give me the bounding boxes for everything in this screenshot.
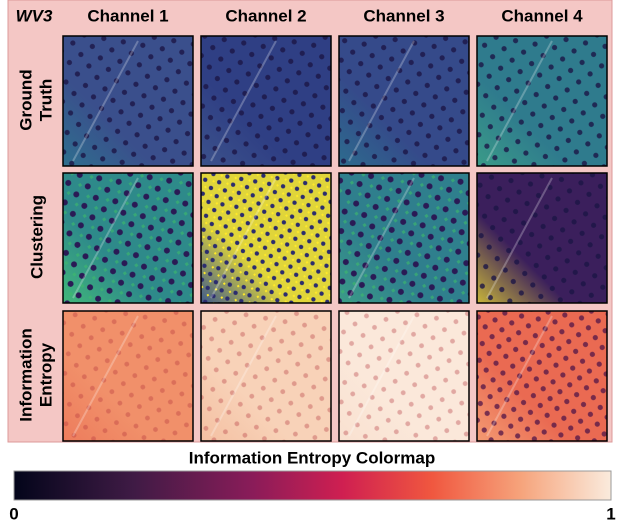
image-road [72, 315, 139, 437]
column-label: Channel 2 [225, 6, 306, 25]
image-texture [339, 36, 469, 166]
image-border [476, 310, 608, 442]
image-texture [63, 36, 193, 166]
column-label: Channel 4 [501, 6, 583, 25]
image-border [200, 310, 332, 442]
image-texture [477, 173, 607, 303]
row-label: Truth [36, 79, 55, 122]
row-label: Entropy [36, 342, 55, 407]
image-road [210, 177, 277, 299]
image-border [62, 172, 194, 304]
image-texture [201, 36, 331, 166]
image-road [210, 40, 277, 162]
image-texture [201, 173, 331, 303]
image-road [486, 40, 553, 162]
image-texture [339, 311, 469, 441]
image-road [348, 315, 415, 437]
image-border [338, 35, 470, 167]
row-label: Ground [16, 69, 35, 130]
image-texture [201, 311, 331, 441]
colorbar-title: Information Entropy Colormap [189, 448, 436, 467]
row-label: Information [16, 328, 35, 422]
image-road [210, 315, 277, 437]
image-texture [477, 36, 607, 166]
image-border [62, 35, 194, 167]
image-border [338, 172, 470, 304]
image-road [72, 177, 139, 299]
image-border [200, 35, 332, 167]
image-texture [63, 173, 193, 303]
colorbar [13, 470, 612, 501]
image-road [348, 40, 415, 162]
colorbar-tick: 1 [606, 504, 615, 523]
row-label: Clustering [27, 195, 46, 279]
corner-label: WV3 [16, 6, 53, 25]
image-border [338, 310, 470, 442]
image-texture [477, 311, 607, 441]
image-road [72, 40, 139, 162]
image-border [476, 172, 608, 304]
colorbar-tick: 0 [9, 504, 18, 523]
column-label: Channel 1 [87, 6, 168, 25]
image-texture [63, 311, 193, 441]
image-road [486, 177, 553, 299]
image-road [486, 315, 553, 437]
column-label: Channel 3 [363, 6, 444, 25]
image-grid [62, 35, 608, 442]
image-border [62, 310, 194, 442]
image-road [348, 177, 415, 299]
image-border [200, 172, 332, 304]
image-border [476, 35, 608, 167]
image-texture [339, 173, 469, 303]
